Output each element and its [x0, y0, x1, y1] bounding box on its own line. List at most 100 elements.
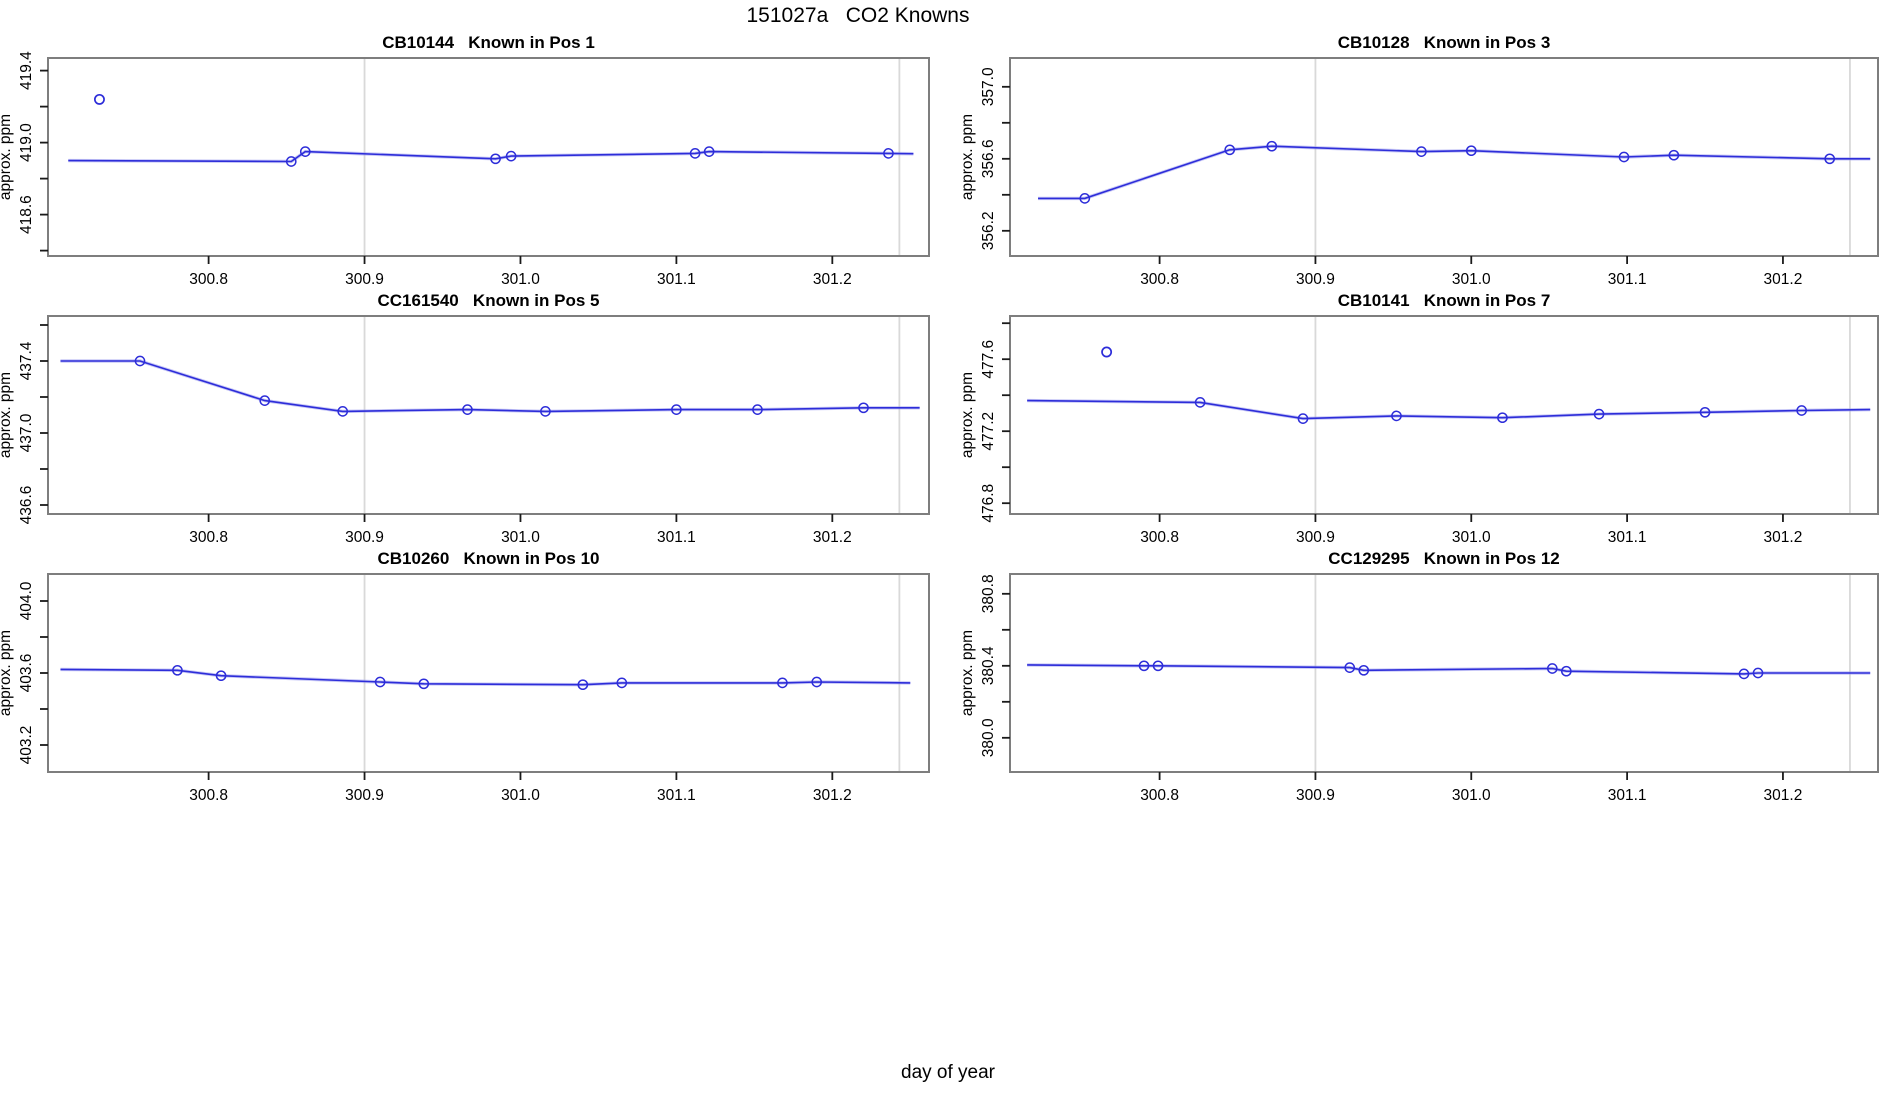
x-tick-label: 300.8 [1140, 529, 1179, 546]
data-point [671, 404, 682, 415]
data-point [215, 670, 227, 682]
x-tick-label: 300.8 [1140, 271, 1179, 288]
y-tick-label: 436.6 [18, 486, 35, 525]
data-point [811, 676, 823, 688]
x-tick-label: 301.1 [657, 271, 696, 288]
data-point [1824, 153, 1836, 165]
data-point [1138, 660, 1150, 672]
data-point [505, 150, 517, 162]
data-point [418, 678, 430, 690]
data-point [1224, 144, 1236, 156]
data-point [172, 664, 183, 676]
x-tick-label: 300.8 [189, 529, 228, 546]
x-tick-label: 301.2 [1764, 787, 1803, 804]
panel-title: CC129295 Known in Pos 12 [1328, 549, 1559, 568]
x-tick-label: 301.1 [657, 529, 696, 546]
panel-title: CB10144 Known in Pos 1 [382, 33, 595, 52]
y-tick-label: 380.4 [980, 646, 997, 685]
data-point [1618, 151, 1630, 163]
panel-border [1009, 315, 1879, 515]
data-point [1416, 146, 1427, 157]
x-tick-label: 301.0 [501, 271, 540, 288]
y-tick-label: 380.8 [980, 574, 997, 613]
y-tick-label: 356.6 [980, 139, 997, 178]
x-tick-label: 301.1 [657, 787, 696, 804]
panel-title: CB10128 Known in Pos 3 [1338, 33, 1551, 52]
x-tick-label: 301.0 [1452, 271, 1491, 288]
data-point [777, 677, 788, 689]
data-point [1391, 410, 1402, 422]
x-tick-label: 301.2 [813, 271, 852, 288]
x-tick-label: 301.2 [813, 787, 852, 804]
x-tick-label: 301.2 [813, 529, 852, 546]
y-tick-label: 437.4 [18, 341, 35, 380]
x-tick-label: 301.0 [501, 787, 540, 804]
y-axis-title: approx. ppm [0, 630, 14, 716]
data-line [1027, 664, 1871, 675]
panel-border [47, 57, 930, 257]
y-axis-title: approx. ppm [959, 372, 976, 458]
y-tick-label: 404.0 [18, 581, 35, 620]
x-tick-label: 300.9 [345, 787, 384, 804]
data-point [752, 404, 763, 415]
data-point [689, 148, 701, 159]
data-point [703, 146, 715, 157]
data-point [1079, 193, 1091, 204]
data-point [1668, 149, 1680, 161]
y-tick-label: 437.0 [18, 413, 35, 452]
x-tick-label: 300.8 [1140, 787, 1179, 804]
data-point [577, 679, 589, 691]
y-axis-title: approx. ppm [0, 372, 14, 458]
panel-title: CB10141 Known in Pos 7 [1338, 291, 1551, 310]
data-point [374, 676, 386, 688]
data-line-underlay [1027, 398, 1871, 421]
x-tick-label: 300.8 [189, 271, 228, 288]
data-point [1699, 406, 1711, 418]
figure-title: 151027a CO2 Knowns [746, 4, 970, 27]
data-point [490, 153, 501, 165]
data-point [1546, 663, 1558, 674]
x-tick-label: 301.1 [1608, 787, 1647, 804]
data-point [259, 395, 271, 406]
y-axis-title: approx. ppm [0, 114, 14, 200]
data-point [1465, 145, 1477, 157]
y-tick-label: 418.6 [18, 195, 35, 234]
figure-xlabel: day of year [901, 1062, 995, 1083]
x-tick-label: 301.1 [1608, 529, 1647, 546]
y-tick-label: 403.2 [18, 726, 35, 765]
data-point [1497, 412, 1508, 424]
y-axis-title: approx. ppm [959, 114, 976, 200]
y-tick-label: 477.6 [980, 340, 997, 379]
x-tick-label: 300.9 [1296, 271, 1335, 288]
y-tick-label: 380.0 [980, 718, 997, 757]
data-point [462, 404, 473, 415]
y-tick-label: 403.6 [18, 654, 35, 693]
data-point [337, 406, 349, 417]
x-tick-label: 301.0 [1452, 529, 1491, 546]
y-tick-label: 476.8 [980, 484, 997, 523]
y-tick-label: 357.0 [980, 67, 997, 106]
panel-title: CB10260 Known in Pos 10 [377, 549, 599, 568]
data-point [1560, 665, 1572, 677]
data-point [883, 148, 894, 159]
panel-border [1009, 57, 1879, 257]
data-line [60, 360, 920, 413]
x-tick-label: 300.9 [345, 271, 384, 288]
data-point [1752, 667, 1764, 679]
y-tick-label: 419.0 [18, 123, 35, 162]
x-tick-label: 300.9 [345, 529, 384, 546]
y-axis-title: approx. ppm [959, 630, 976, 716]
data-line [60, 668, 911, 686]
outlier-point [1101, 346, 1113, 358]
x-tick-label: 300.8 [189, 787, 228, 804]
x-tick-label: 301.0 [501, 529, 540, 546]
data-line [1038, 145, 1871, 200]
panel-border [47, 315, 930, 515]
x-tick-label: 300.9 [1296, 787, 1335, 804]
data-point [1593, 408, 1605, 420]
data-point [1266, 140, 1278, 152]
y-tick-label: 477.2 [980, 412, 997, 451]
data-point [1358, 664, 1370, 676]
x-tick-label: 301.2 [1764, 271, 1803, 288]
